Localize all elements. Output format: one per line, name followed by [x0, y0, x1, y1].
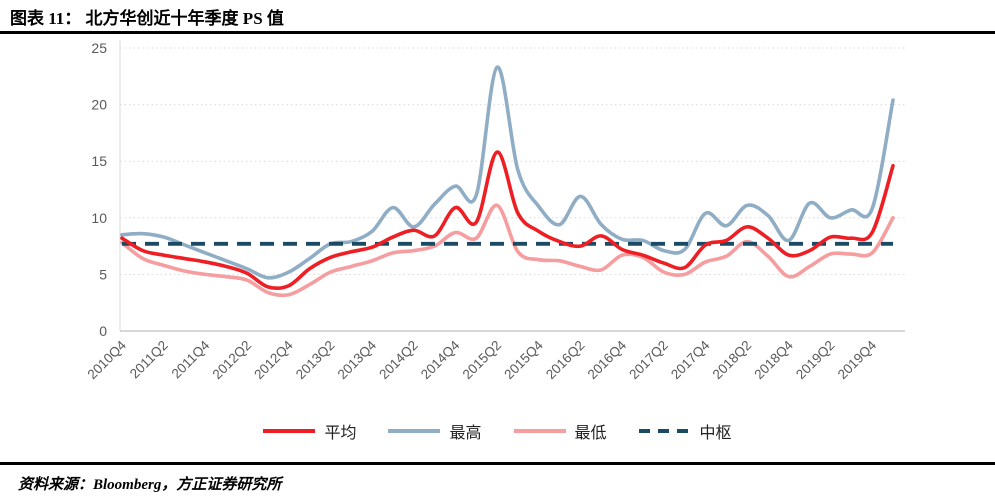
- x-tick-label-2018Q2: 2018Q2: [710, 338, 755, 383]
- legend-item-min: 最低: [513, 419, 607, 443]
- ps-chart: 0 5 10 15 20 25 2010Q42011Q22011Q42012Q22012Q4…: [85, 40, 905, 383]
- x-tick-label-2010Q4: 2010Q4: [85, 337, 130, 382]
- series-line-平均: [120, 150, 895, 291]
- x-tick-label-2014Q4: 2014Q4: [418, 337, 463, 382]
- y-tick-label-5: 5: [99, 266, 107, 282]
- y-tick-label-25: 25: [91, 40, 107, 56]
- legend-label-average: 平均: [324, 425, 357, 442]
- y-tick-label-20: 20: [91, 97, 107, 113]
- x-tick-label-2011Q4: 2011Q4: [169, 337, 213, 381]
- x-tick-label-2015Q4: 2015Q4: [501, 337, 546, 382]
- chart-legend: 平均 最高 最低 中枢: [0, 419, 995, 443]
- y-tick-label-0: 0: [99, 323, 107, 339]
- x-tick-label-2017Q4: 2017Q4: [668, 337, 713, 382]
- x-tick-label-2012Q2: 2012Q2: [210, 338, 255, 383]
- source-note: 资料来源：Bloomberg，方正证券研究所: [0, 462, 995, 494]
- x-tick-label-2017Q2: 2017Q2: [626, 338, 671, 383]
- legend-label-min: 最低: [574, 425, 607, 442]
- average-line-swatch: [263, 429, 316, 433]
- x-tick-label-2016Q2: 2016Q2: [543, 338, 588, 383]
- x-tick-label-2019Q2: 2019Q2: [793, 338, 838, 383]
- legend-item-max: 最高: [388, 419, 482, 443]
- x-tick-label-2013Q2: 2013Q2: [293, 338, 338, 383]
- chart-area: 0 5 10 15 20 25 2010Q4 2011Q2 2011Q4 2012Q2 2012Q4…: [0, 30, 995, 415]
- center-line-swatch: [638, 429, 691, 433]
- min-line-swatch: [513, 429, 566, 433]
- x-tick-label-2011Q2: 2011Q2: [127, 338, 171, 382]
- legend-label-center: 中枢: [699, 425, 732, 442]
- x-tick-label-2018Q4: 2018Q4: [751, 337, 796, 382]
- legend-item-center: 中枢: [638, 419, 732, 443]
- x-tick-label-2019Q4: 2019Q4: [835, 337, 880, 382]
- y-tick-label-10: 10: [91, 210, 107, 226]
- max-line-swatch: [388, 429, 441, 433]
- legend-label-max: 最高: [449, 425, 482, 442]
- legend-item-average: 平均: [263, 419, 356, 443]
- x-tick-label-2012Q4: 2012Q4: [251, 337, 296, 382]
- series-line-最低: [120, 203, 895, 298]
- x-tick-label-2016Q4: 2016Q4: [585, 337, 630, 382]
- y-tick-label-15: 15: [91, 153, 107, 169]
- x-tick-label-2014Q2: 2014Q2: [376, 338, 421, 383]
- x-tick-label-2015Q2: 2015Q2: [460, 338, 505, 383]
- series-line-最高: [120, 65, 895, 280]
- figure-title: 图表 11： 北方华创近十年季度 PS 值: [0, 0, 995, 34]
- x-tick-label-2013Q4: 2013Q4: [335, 337, 380, 382]
